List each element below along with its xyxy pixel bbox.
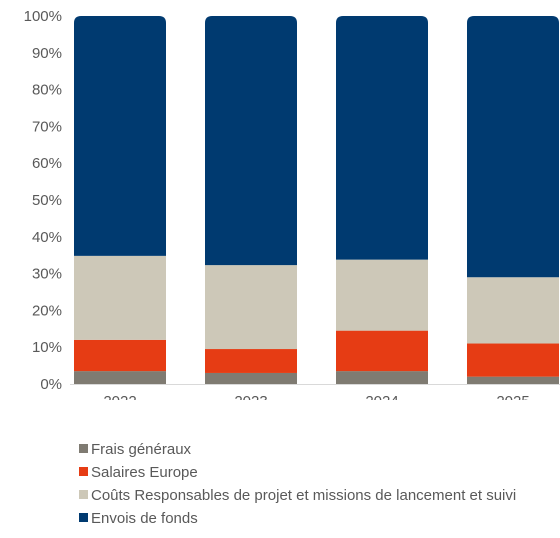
legend-item: Coûts Responsables de projet et missions… [79,486,516,509]
y-tick-label: 90% [32,45,62,62]
y-tick-label: 80% [32,82,62,99]
bar-segment-2025-3 [467,277,559,344]
bar-segment-2023-3 [205,265,297,350]
y-tick-label: 60% [32,155,62,172]
x-tick-label: 2023 [234,393,267,400]
legend-swatch [79,490,88,499]
x-tick-label: 2022 [103,393,136,400]
legend-label: Frais généraux [91,441,192,458]
legend-item: Frais généraux [79,440,516,463]
legend-swatch [79,467,88,476]
legend-item: Envois de fonds [79,509,516,532]
x-axis: 2022 2023 2024 2025 [103,393,529,400]
bar-segment-2022-3 [74,255,166,340]
y-tick-label: 50% [32,192,62,209]
y-tick-label: 70% [32,118,62,135]
y-tick-label: 20% [32,302,62,319]
legend-item: Salaires Europe [79,463,516,486]
y-axis: 0% 10% 20% 30% 40% 50% 60% 70% 80% 90% 100% [24,8,62,393]
bars-group [74,16,559,384]
y-tick-label: 100% [24,8,62,25]
legend: Frais généraux Salaires Europe Coûts Respo… [79,440,516,532]
legend-label: Envois de fonds [91,510,198,527]
bar-segment-2022-1 [74,371,166,384]
bar-segment-2025-4 [467,16,559,278]
y-tick-label: 0% [40,376,62,393]
bar-segment-2025-2 [467,343,559,377]
bar-segment-2022-2 [74,339,166,372]
bar-segment-2023-1 [205,372,297,384]
legend-label: Coûts Responsables de projet et missions… [91,487,517,504]
bar-segment-2025-1 [467,376,559,384]
x-tick-label: 2025 [496,393,529,400]
legend-swatch [79,444,88,453]
y-tick-label: 30% [32,266,62,283]
bar-segment-2024-4 [336,16,428,260]
legend-swatch [79,513,88,522]
stacked-bar-chart: 0%10%20%30%40%50%60%70%80%90%100% 202220… [24,8,560,400]
bar-segment-2023-4 [205,16,297,266]
legend-label: Salaires Europe [91,464,198,481]
y-tick-label: 40% [32,229,62,246]
bar-segment-2023-2 [205,349,297,373]
x-tick-label: 2024 [365,393,398,400]
y-tick-label: 10% [32,339,62,356]
bar-segment-2024-1 [336,371,428,384]
bar-segment-2022-4 [74,16,166,256]
bar-segment-2024-3 [336,259,428,331]
bar-segment-2024-2 [336,330,428,372]
